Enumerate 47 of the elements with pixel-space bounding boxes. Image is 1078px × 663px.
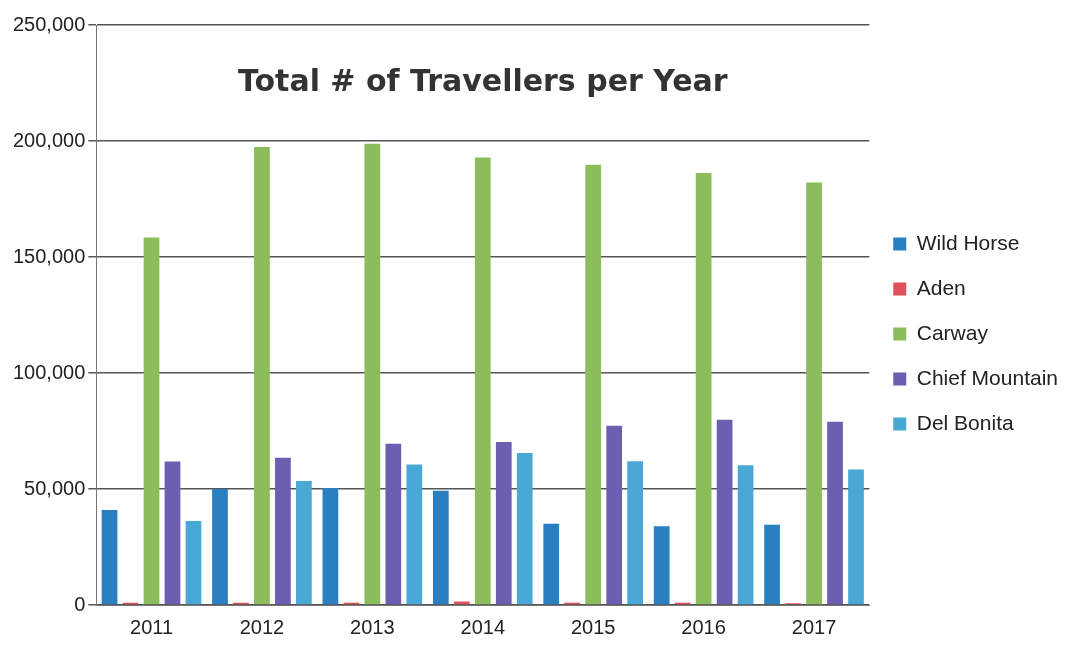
bar	[585, 164, 602, 605]
bar	[606, 425, 623, 605]
text: Total # of Travellers per Year	[237, 62, 728, 98]
bar	[101, 509, 118, 605]
x-tick-label: 2016	[681, 615, 726, 638]
bar	[385, 443, 402, 605]
y-tick-label: 50,000	[24, 476, 86, 499]
bar	[848, 469, 864, 605]
bar	[627, 461, 644, 605]
bar	[516, 453, 533, 605]
bar	[364, 143, 381, 605]
x-tick-label: 2013	[350, 615, 395, 638]
y-tick-label: 200,000	[13, 128, 86, 151]
legend-label: Chief Mountain	[916, 365, 1058, 389]
bar	[406, 464, 423, 605]
bar	[432, 490, 449, 605]
bar	[296, 480, 312, 605]
bar	[495, 441, 512, 605]
legend-label: Wild Horse	[916, 230, 1020, 254]
bar	[764, 524, 780, 605]
y-tick-label: 0	[74, 592, 86, 615]
x-tick-label: 2017	[791, 615, 837, 638]
bar	[716, 419, 733, 605]
y-tick-label: 250,000	[13, 12, 86, 35]
bar	[806, 182, 822, 605]
bar	[254, 147, 270, 605]
bar	[474, 157, 491, 605]
x-tick-label: 2011	[130, 615, 174, 638]
x-tick-label: 2012	[239, 615, 285, 638]
legend-label: Carway	[916, 320, 989, 344]
bar	[695, 173, 712, 605]
bar	[164, 461, 181, 605]
bar	[653, 526, 670, 605]
bar	[143, 237, 160, 605]
bar	[322, 488, 339, 605]
bar	[737, 465, 754, 605]
bar	[275, 457, 291, 605]
legend-label: Aden	[916, 275, 966, 299]
bar	[212, 489, 228, 605]
y-tick-label: 150,000	[13, 244, 86, 267]
legend-label: Del Bonita	[916, 410, 1014, 434]
bar	[827, 421, 843, 605]
x-tick-label: 2014	[460, 615, 506, 638]
bar	[185, 521, 202, 605]
y-tick-label: 100,000	[13, 360, 86, 383]
x-tick-label: 2015	[570, 615, 616, 638]
bar	[543, 523, 560, 605]
